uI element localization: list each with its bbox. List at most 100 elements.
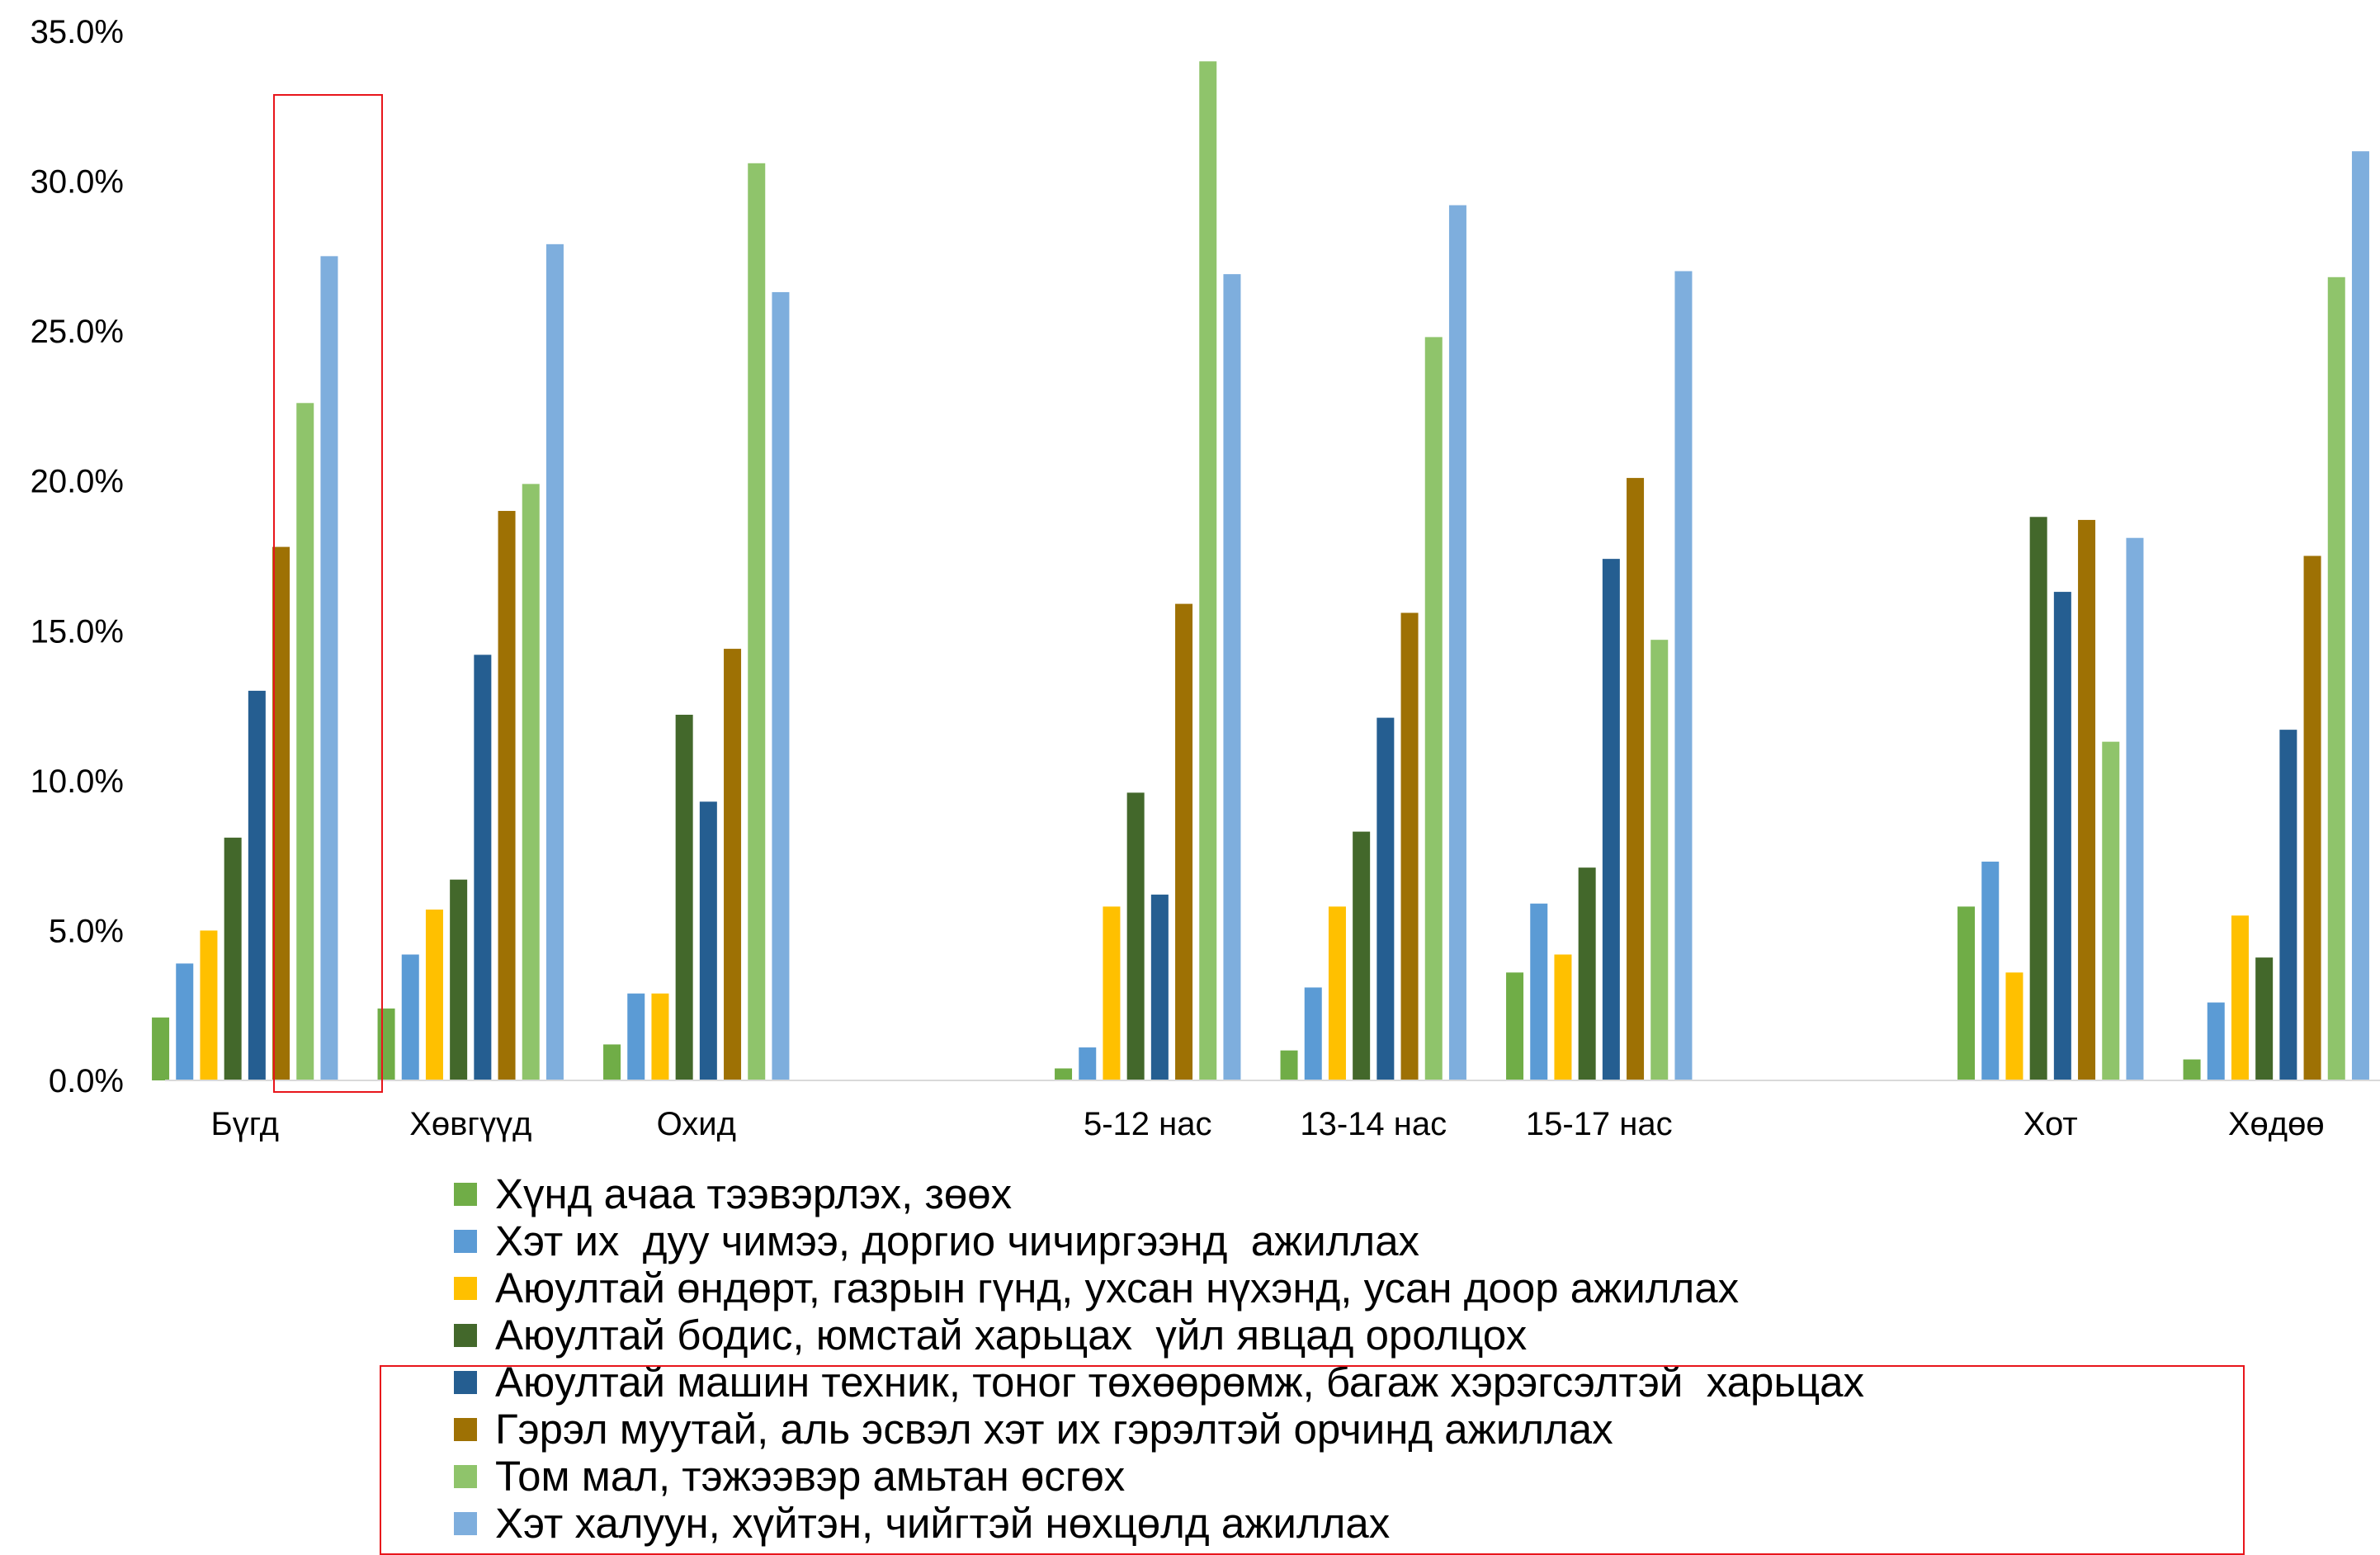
bar [498, 511, 516, 1080]
x-category-label: Хөдөө [2228, 1106, 2325, 1142]
bar [2102, 741, 2120, 1080]
bar [1055, 1068, 1073, 1080]
bar [1304, 987, 1322, 1080]
bar [1650, 640, 1669, 1080]
y-tick-label: 0.0% [49, 1063, 124, 1099]
bar [1175, 603, 1193, 1080]
bar [1627, 478, 1645, 1080]
bar [401, 954, 419, 1080]
bar [1377, 717, 1395, 1080]
bar-chart: 0.0% 5.0% 10.0% 15.0% 20.0% 25.0% 30.0% 35.0% Б… [31, 14, 2380, 1142]
x-category-label: Бүгд [211, 1106, 279, 1142]
bar [2255, 957, 2274, 1080]
y-tick-label: 10.0% [31, 763, 124, 800]
legend-label: Хэт халуун, хүйтэн, чийгтэй нөхцөлд ажил… [495, 1500, 1391, 1547]
bar [474, 655, 492, 1080]
bar [2005, 972, 2023, 1080]
y-tick-label: 30.0% [31, 164, 124, 201]
bar [1424, 337, 1443, 1080]
bar [2351, 151, 2369, 1081]
bar [2078, 519, 2096, 1080]
legend-label: Хүнд ачаа тээвэрлэх, зөөх [495, 1170, 1013, 1217]
y-axis: 0.0% 5.0% 10.0% 15.0% 20.0% 25.0% 30.0% 35.0% [31, 14, 124, 1099]
bar [603, 1044, 621, 1080]
legend-item: Гэрэл муутай, аль эсвэл хэт их гэрэлтэй … [454, 1406, 1864, 1453]
x-category-label: 13-14 нас [1300, 1106, 1447, 1142]
bar [1448, 205, 1466, 1081]
bar [1079, 1047, 1097, 1080]
bar [425, 910, 443, 1080]
bar [699, 801, 717, 1080]
bar [1103, 906, 1121, 1080]
bar [2231, 915, 2249, 1080]
y-tick-label: 25.0% [31, 314, 124, 350]
bar [2279, 730, 2297, 1080]
legend-label: Аюултай өндөрт, газрын гүнд, ухсан нүхэн… [495, 1264, 1740, 1312]
bar [1280, 1050, 1298, 1080]
bar [176, 963, 194, 1080]
legend: Хүнд ачаа тээвэрлэх, зөөх Хэт их дуу чимэ… [454, 1170, 1864, 1547]
bar [1554, 954, 1572, 1080]
highlight-box-legend [380, 1365, 2245, 1555]
bar [1353, 831, 1371, 1080]
bar [675, 714, 693, 1080]
bar [272, 546, 290, 1080]
x-category-label: Хот [2023, 1106, 2078, 1142]
bar [1506, 972, 1524, 1080]
highlight-box-total [273, 94, 383, 1093]
legend-item: Том мал, тэжээвэр амьтан өсгөх [454, 1453, 1864, 1500]
bar [2183, 1059, 2201, 1080]
bar [1126, 792, 1145, 1080]
bar [1674, 271, 1693, 1080]
legend-swatch [454, 1182, 477, 1206]
bar [320, 256, 338, 1080]
bar [1328, 906, 1346, 1080]
legend-swatch [454, 1229, 477, 1253]
bar [248, 690, 266, 1080]
legend-item: Аюултай бодис, юмстай харьцах үйл явцад … [454, 1312, 1864, 1359]
bar [651, 993, 669, 1080]
bar [724, 649, 742, 1080]
bar [1578, 867, 1596, 1080]
legend-swatch [454, 1276, 477, 1300]
bar [748, 163, 766, 1081]
bar [2053, 592, 2071, 1080]
bar [627, 993, 645, 1080]
bar [772, 291, 790, 1080]
bar [224, 837, 242, 1080]
bar [1530, 903, 1548, 1080]
legend-item: Хүнд ачаа тээвэрлэх, зөөх [454, 1170, 1864, 1217]
bar [545, 243, 564, 1080]
bar [152, 1017, 170, 1080]
legend-swatch [454, 1323, 477, 1347]
x-category-label: Охид [657, 1106, 736, 1142]
legend-label: Гэрэл муутай, аль эсвэл хэт их гэрэлтэй … [495, 1406, 1613, 1453]
bar [296, 403, 314, 1081]
bar [1400, 612, 1419, 1080]
legend-swatch [454, 1417, 477, 1441]
bar [522, 484, 540, 1080]
y-tick-label: 35.0% [31, 14, 124, 50]
bar [2126, 537, 2144, 1080]
legend-item: Хэт халуун, хүйтэн, чийгтэй нөхцөлд ажил… [454, 1500, 1864, 1547]
bars [152, 61, 2369, 1081]
legend-label: Аюултай бодис, юмстай харьцах үйл явцад … [495, 1312, 1528, 1359]
bar [2303, 555, 2321, 1080]
x-category-label: 15-17 нас [1526, 1106, 1673, 1142]
bar [450, 879, 468, 1080]
legend-item: Аюултай өндөрт, газрын гүнд, ухсан нүхэн… [454, 1264, 1864, 1312]
bar [1602, 559, 1620, 1080]
bar [1981, 861, 2000, 1080]
y-tick-label: 5.0% [49, 913, 124, 949]
bar [1150, 894, 1169, 1080]
bar [1199, 61, 1217, 1080]
legend-item: Хэт их дуу чимээ, доргио чичиргээнд ажил… [454, 1217, 1864, 1264]
legend-label: Том мал, тэжээвэр амьтан өсгөх [495, 1453, 1126, 1500]
x-axis: Бүгд Хөвгүүд Охид 5-12 нас 13-14 нас 15-17 на… [211, 1106, 2325, 1142]
y-tick-label: 15.0% [31, 613, 124, 650]
y-tick-label: 20.0% [31, 464, 124, 500]
bar [200, 930, 218, 1080]
legend-swatch [454, 1370, 477, 1394]
x-category-label: Хөвгүүд [409, 1106, 531, 1142]
bar [2207, 1002, 2225, 1080]
